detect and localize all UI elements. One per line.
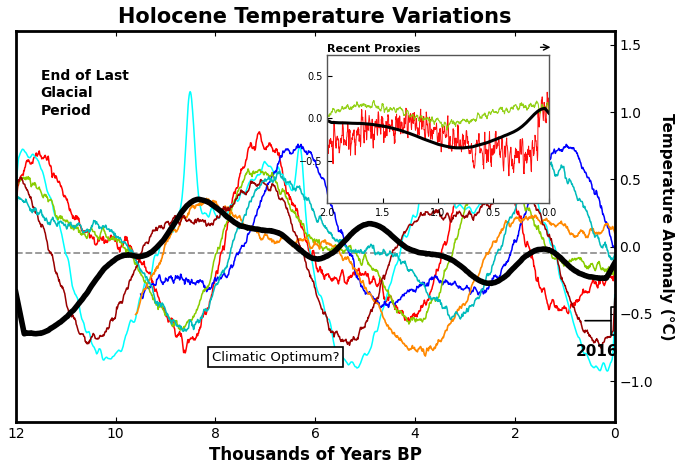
X-axis label: Thousands of Years BP: Thousands of Years BP	[209, 446, 422, 464]
Title: Holocene Temperature Variations: Holocene Temperature Variations	[118, 7, 512, 27]
Text: 2016: 2016	[576, 343, 618, 358]
Y-axis label: Temperature Anomaly (°C): Temperature Anomaly (°C)	[659, 113, 674, 340]
Text: Climatic Optimum?: Climatic Optimum?	[212, 350, 339, 364]
Text: End of Last
Glacial
Period: End of Last Glacial Period	[41, 69, 129, 118]
